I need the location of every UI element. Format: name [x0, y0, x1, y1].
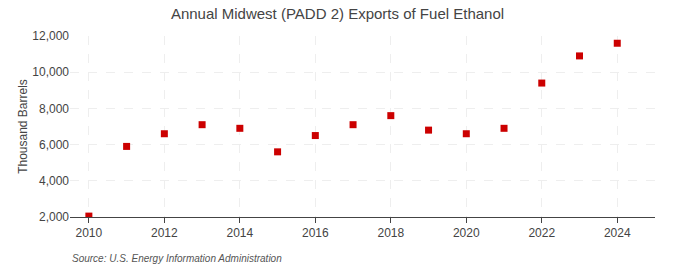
svg-text:2010: 2010: [76, 226, 103, 240]
svg-text:2016: 2016: [302, 226, 329, 240]
svg-text:12,000: 12,000: [32, 29, 69, 43]
svg-text:2,000: 2,000: [39, 210, 69, 224]
svg-text:Source: U.S. Energy Informatio: Source: U.S. Energy Information Administ…: [72, 253, 282, 264]
svg-text:Thousand Barrels: Thousand Barrels: [16, 79, 30, 174]
svg-text:2022: 2022: [528, 226, 555, 240]
svg-text:10,000: 10,000: [32, 65, 69, 79]
svg-text:4,000: 4,000: [39, 174, 69, 188]
svg-text:6,000: 6,000: [39, 138, 69, 152]
svg-text:2014: 2014: [226, 226, 253, 240]
svg-text:2012: 2012: [151, 226, 178, 240]
svg-text:Annual Midwest (PADD 2) Export: Annual Midwest (PADD 2) Exports of Fuel …: [171, 5, 504, 22]
svg-text:2018: 2018: [377, 226, 404, 240]
svg-text:8,000: 8,000: [39, 102, 69, 116]
svg-text:2020: 2020: [453, 226, 480, 240]
svg-text:2024: 2024: [604, 226, 631, 240]
